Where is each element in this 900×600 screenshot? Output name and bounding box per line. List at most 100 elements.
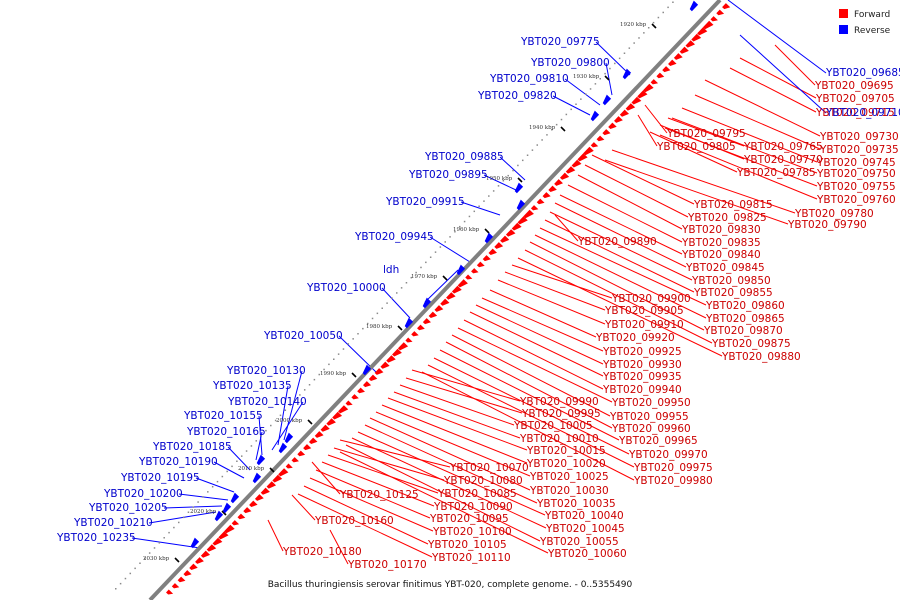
- forward-gene-label[interactable]: YBT020_09825: [687, 212, 767, 224]
- forward-gene-label[interactable]: YBT020_09930: [602, 359, 682, 371]
- forward-gene-label[interactable]: YBT020_09950: [611, 397, 691, 409]
- reverse-gene-label[interactable]: YBT020_09685: [825, 67, 900, 79]
- reverse-gene-label[interactable]: YBT020_09820: [477, 90, 557, 102]
- forward-gene-label[interactable]: YBT020_10070: [449, 462, 529, 474]
- gene-feature: [272, 474, 283, 483]
- forward-gene-label[interactable]: YBT020_10005: [513, 420, 593, 432]
- forward-gene-label[interactable]: YBT020_10180: [282, 546, 362, 558]
- gene-feature: [511, 222, 522, 231]
- forward-gene-label[interactable]: YBT020_10100: [432, 526, 512, 538]
- forward-gene-label[interactable]: YBT020_09770: [743, 154, 823, 166]
- forward-gene-label[interactable]: YBT020_09900: [611, 293, 691, 305]
- forward-gene-label[interactable]: YBT020_09805: [656, 141, 736, 153]
- forward-gene-label[interactable]: YBT020_09750: [816, 168, 896, 180]
- forward-gene-label[interactable]: YBT020_09960: [611, 423, 691, 435]
- reverse-gene-label[interactable]: YBT020_09895: [408, 169, 488, 181]
- forward-gene-label[interactable]: YBT020_10010: [519, 433, 599, 445]
- forward-gene-label[interactable]: YBT020_09835: [681, 237, 761, 249]
- forward-gene-label[interactable]: YBT020_09855: [693, 287, 773, 299]
- forward-gene-label[interactable]: YBT020_09780: [794, 208, 874, 220]
- reverse-gene-label[interactable]: YBT020_10130: [226, 365, 306, 377]
- forward-gene-label[interactable]: YBT020_09735: [819, 144, 899, 156]
- forward-gene-label[interactable]: YBT020_10105: [427, 539, 507, 551]
- forward-gene-label[interactable]: YBT020_09970: [628, 449, 708, 461]
- reverse-gene-label[interactable]: YBT020_09810: [489, 73, 569, 85]
- reverse-gene-label[interactable]: YBT020_10210: [73, 517, 153, 529]
- forward-gene-label[interactable]: YBT020_09980: [633, 475, 713, 487]
- reverse-gene-label[interactable]: YBT020_09945: [354, 231, 434, 243]
- forward-gene-label[interactable]: YBT020_09755: [816, 181, 896, 193]
- forward-gene-label[interactable]: YBT020_09860: [705, 300, 785, 312]
- reverse-gene-label[interactable]: YBT020_09885: [424, 151, 504, 163]
- forward-gene-label[interactable]: YBT020_09850: [691, 275, 771, 287]
- reverse-gene-label[interactable]: YBT020_10205: [88, 502, 168, 514]
- forward-gene-label[interactable]: YBT020_09845: [685, 262, 765, 274]
- forward-gene-label[interactable]: YBT020_09830: [681, 224, 761, 236]
- forward-gene-label[interactable]: YBT020_10035: [536, 498, 616, 510]
- forward-gene-label[interactable]: YBT020_10095: [429, 513, 509, 525]
- forward-gene-label[interactable]: YBT020_10085: [437, 488, 517, 500]
- forward-gene-label[interactable]: YBT020_09840: [681, 249, 761, 261]
- forward-gene-label[interactable]: YBT020_10080: [443, 475, 523, 487]
- forward-gene-label[interactable]: YBT020_10055: [539, 536, 619, 548]
- forward-gene-label[interactable]: YBT020_09745: [816, 157, 896, 169]
- forward-gene-label[interactable]: YBT020_09910: [604, 319, 684, 331]
- forward-gene-label[interactable]: YBT020_09975: [633, 462, 713, 474]
- forward-gene-label[interactable]: YBT020_09760: [816, 194, 896, 206]
- forward-gene-label[interactable]: YBT020_09955: [609, 411, 689, 423]
- forward-gene-label[interactable]: YBT020_10170: [347, 559, 427, 571]
- forward-gene-label[interactable]: YBT020_09865: [705, 313, 785, 325]
- reverse-gene-label[interactable]: YBT020_10135: [212, 380, 292, 392]
- forward-gene-label[interactable]: YBT020_09880: [721, 351, 801, 363]
- reverse-gene-label[interactable]: YBT020_10195: [120, 472, 200, 484]
- reverse-gene-label[interactable]: YBT020_10200: [103, 488, 183, 500]
- reverse-gene-label[interactable]: YBT020_09915: [385, 196, 465, 208]
- reverse-gene-label[interactable]: YBT020_10185: [152, 441, 232, 453]
- forward-gene-label[interactable]: YBT020_09920: [595, 332, 675, 344]
- forward-gene-label[interactable]: YBT020_09890: [577, 236, 657, 248]
- forward-gene-label[interactable]: YBT020_10025: [529, 471, 609, 483]
- forward-gene-label[interactable]: YBT020_10015: [526, 445, 606, 457]
- forward-gene-label[interactable]: YBT020_09695: [814, 80, 894, 92]
- reverse-gene-label[interactable]: YBT020_09775: [520, 36, 600, 48]
- forward-gene-label[interactable]: YBT020_10060: [547, 548, 627, 560]
- forward-gene-label[interactable]: YBT020_09765: [743, 141, 823, 153]
- forward-gene-label[interactable]: YBT020_09995: [521, 408, 601, 420]
- forward-gene-label[interactable]: YBT020_09730: [819, 131, 899, 143]
- forward-gene-label[interactable]: YBT020_10160: [314, 515, 394, 527]
- reverse-gene-label[interactable]: ldh: [383, 264, 399, 276]
- forward-gene-label[interactable]: YBT020_09935: [602, 371, 682, 383]
- forward-gene-label[interactable]: YBT020_10020: [526, 458, 606, 470]
- forward-gene-label[interactable]: YBT020_09715: [815, 107, 895, 119]
- forward-gene-label[interactable]: YBT020_10045: [545, 523, 625, 535]
- forward-gene-label[interactable]: YBT020_09790: [787, 219, 867, 231]
- reverse-gene-label[interactable]: YBT020_10235: [56, 532, 136, 544]
- gene-feature: [548, 185, 557, 193]
- forward-gene-label[interactable]: YBT020_10110: [431, 552, 511, 564]
- forward-gene-label[interactable]: YBT020_09905: [604, 305, 684, 317]
- forward-gene-label[interactable]: YBT020_09990: [519, 396, 599, 408]
- forward-gene-label[interactable]: YBT020_10125: [339, 489, 419, 501]
- forward-gene-label[interactable]: YBT020_09795: [666, 128, 746, 140]
- reverse-gene-label[interactable]: YBT020_10140: [227, 396, 307, 408]
- reverse-gene-label[interactable]: YBT020_10050: [263, 330, 343, 342]
- reverse-gene-label[interactable]: YBT020_09710: [825, 107, 900, 119]
- forward-gene-label[interactable]: YBT020_10040: [544, 510, 624, 522]
- forward-gene-label[interactable]: YBT020_09940: [602, 384, 682, 396]
- gene-feature: [237, 513, 246, 520]
- forward-gene-label[interactable]: YBT020_10090: [433, 501, 513, 513]
- forward-gene-label[interactable]: YBT020_09875: [711, 338, 791, 350]
- reverse-gene-label[interactable]: YBT020_10190: [138, 456, 218, 468]
- forward-gene-label[interactable]: YBT020_09705: [815, 93, 895, 105]
- reverse-gene-label[interactable]: YBT020_10000: [306, 282, 386, 294]
- forward-gene-label[interactable]: YBT020_10030: [529, 485, 609, 497]
- forward-gene-label[interactable]: YBT020_09870: [703, 325, 783, 337]
- reverse-gene-label[interactable]: YBT020_10165: [186, 426, 266, 438]
- forward-gene-label[interactable]: YBT020_09815: [693, 199, 773, 211]
- reverse-gene-label[interactable]: YBT020_10155: [183, 410, 263, 422]
- gene-feature: [631, 96, 642, 105]
- reverse-gene-label[interactable]: YBT020_09800: [530, 57, 610, 69]
- forward-gene-label[interactable]: YBT020_09785: [736, 167, 816, 179]
- forward-gene-label[interactable]: YBT020_09925: [602, 346, 682, 358]
- forward-gene-label[interactable]: YBT020_09965: [618, 435, 698, 447]
